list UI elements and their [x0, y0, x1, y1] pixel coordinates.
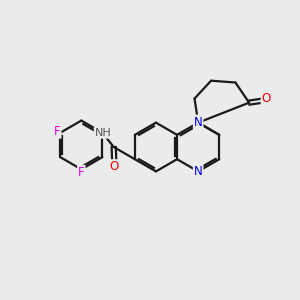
- Text: O: O: [110, 160, 119, 173]
- Text: F: F: [78, 166, 85, 179]
- Text: NH: NH: [95, 128, 111, 138]
- Text: O: O: [262, 92, 271, 105]
- Text: F: F: [54, 125, 61, 138]
- Text: N: N: [194, 116, 203, 129]
- Text: N: N: [194, 166, 203, 178]
